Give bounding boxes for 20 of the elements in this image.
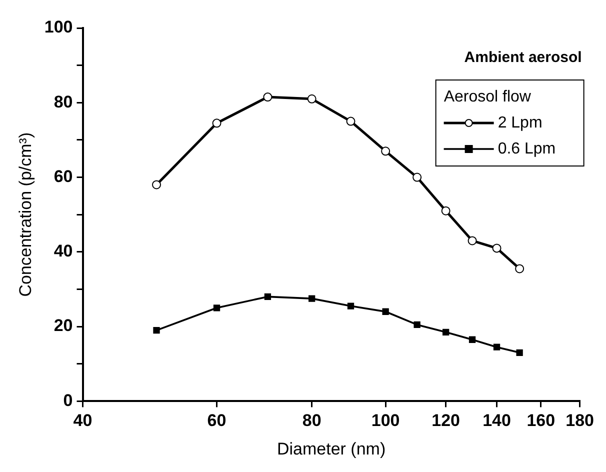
x-tick-label: 100 xyxy=(371,411,400,430)
y-tick-label: 40 xyxy=(54,242,73,261)
y-tick-label: 0 xyxy=(63,390,73,410)
x-tick-label: 60 xyxy=(207,411,226,430)
y-axis-title: Concentration (p/cm³) xyxy=(16,132,35,297)
x-tick-label: 180 xyxy=(566,411,594,430)
x-tick-label: 140 xyxy=(482,411,511,430)
x-tick-label: 120 xyxy=(432,411,460,430)
x-tick-label: 40 xyxy=(73,411,92,430)
x-axis-title: Diameter (nm) xyxy=(276,439,386,458)
y-tick-label: 20 xyxy=(54,316,73,336)
y-tick-label: 60 xyxy=(54,166,73,186)
y-tick-label: 80 xyxy=(54,92,73,112)
x-tick-label: 80 xyxy=(302,411,322,430)
legend-title: Aerosol flow xyxy=(444,88,532,106)
y-tick-label: 100 xyxy=(44,18,73,37)
x-tick-label: 160 xyxy=(526,411,556,430)
legend-label: 2 Lpm xyxy=(498,114,542,132)
legend-label: 0.6 Lpm xyxy=(498,140,556,158)
annotation: Ambient aerosol xyxy=(464,49,582,66)
